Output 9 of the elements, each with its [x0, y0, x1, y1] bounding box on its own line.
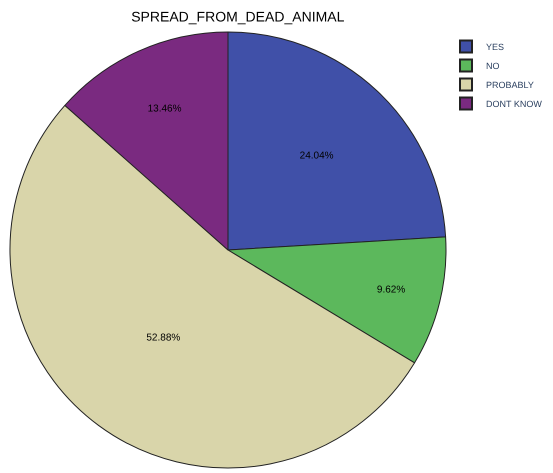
data-label: 52.88%: [146, 332, 180, 344]
data-label: 24.04%: [300, 150, 334, 162]
legend-label: DONT KNOW: [486, 99, 542, 110]
data-label: 13.46%: [148, 104, 182, 115]
chart-title: SPREAD_FROM_DEAD_ANIMAL: [131, 8, 345, 25]
legend-label: PROBABLY: [486, 80, 534, 90]
legend-label: YES: [486, 42, 504, 52]
data-label: 9.62%: [376, 284, 406, 296]
legend-label: NO: [486, 61, 500, 72]
